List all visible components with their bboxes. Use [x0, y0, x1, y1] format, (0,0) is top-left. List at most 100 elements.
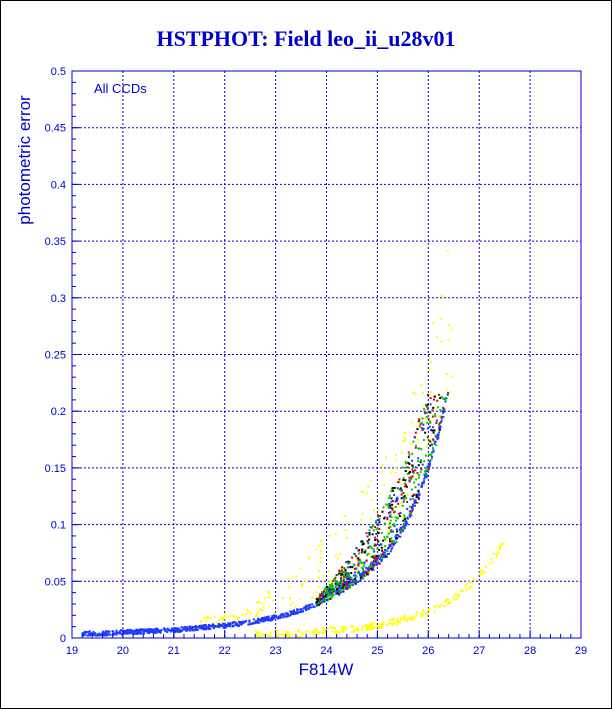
- data-point-blue: [424, 475, 427, 478]
- data-point-spread: [407, 451, 410, 454]
- data-point-spread: [347, 574, 350, 577]
- y-tick-label: 0.45: [45, 123, 66, 135]
- data-point-yellow: [250, 612, 253, 615]
- data-point-yellow: [307, 556, 310, 559]
- data-point-yellow: [407, 469, 410, 472]
- data-point-blue: [82, 634, 85, 637]
- data-point-yellow: [316, 630, 319, 633]
- data-point-blue: [399, 531, 402, 534]
- data-point-spread: [387, 511, 390, 514]
- data-point-spread: [377, 540, 380, 543]
- data-point-blue: [399, 530, 402, 533]
- data-point-blue: [101, 632, 104, 635]
- data-point-spread: [339, 586, 342, 589]
- data-point-yellow: [333, 626, 336, 629]
- data-point-blue: [208, 624, 211, 627]
- data-point-yellow: [500, 543, 503, 546]
- data-point-spread: [434, 415, 437, 418]
- data-point-blue: [438, 431, 441, 434]
- data-point-spread: [398, 488, 401, 491]
- data-point-yellow: [261, 609, 264, 612]
- data-point-blue: [261, 616, 264, 619]
- data-point-yellow: [483, 571, 486, 574]
- data-point-blue: [411, 508, 414, 511]
- data-point-spread: [407, 456, 410, 459]
- data-point-spread: [380, 543, 383, 546]
- data-point-spread: [329, 594, 332, 597]
- data-point-spread: [374, 521, 377, 524]
- data-point-spread: [352, 580, 355, 583]
- data-point-spread: [388, 526, 391, 529]
- data-point-spread: [367, 552, 370, 555]
- data-point-spread: [331, 595, 334, 598]
- data-point-yellow: [248, 618, 251, 621]
- data-point-blue: [404, 524, 407, 527]
- data-point-spread: [391, 487, 394, 490]
- data-point-spread: [427, 394, 430, 397]
- data-point-spread: [327, 597, 330, 600]
- data-point-yellow: [422, 405, 425, 408]
- data-point-spread: [328, 583, 331, 586]
- data-point-blue: [376, 562, 379, 565]
- data-point-blue: [438, 425, 441, 428]
- data-point-blue: [259, 618, 262, 621]
- data-point-blue: [252, 618, 255, 621]
- data-point-yellow: [428, 368, 431, 371]
- data-point-blue: [234, 621, 237, 624]
- data-point-blue: [384, 551, 387, 554]
- data-point-blue: [184, 627, 187, 630]
- data-point-yellow: [300, 584, 303, 587]
- data-point-spread: [400, 530, 403, 533]
- data-point-spread: [397, 512, 400, 515]
- data-point-yellow: [367, 627, 370, 630]
- data-point-spread: [350, 572, 353, 575]
- data-point-spread: [427, 453, 430, 456]
- data-point-yellow: [218, 619, 221, 622]
- data-point-blue: [84, 632, 87, 635]
- data-point-blue: [423, 477, 426, 480]
- y-tick-label: 0.05: [45, 576, 66, 588]
- x-tick-label: 24: [320, 645, 332, 657]
- data-point-blue: [274, 616, 277, 619]
- data-point-blue: [126, 630, 129, 633]
- data-point-spread: [388, 538, 391, 541]
- data-point-yellow: [368, 623, 371, 626]
- data-point-spread: [409, 498, 412, 501]
- data-point-spread: [427, 467, 430, 470]
- data-point-yellow: [297, 629, 300, 632]
- data-point-blue: [345, 582, 348, 585]
- data-point-blue: [97, 633, 100, 636]
- data-point-blue: [310, 606, 313, 609]
- data-point-yellow: [498, 545, 501, 548]
- data-point-yellow: [440, 603, 443, 606]
- y-tick-label: 0.15: [45, 463, 66, 475]
- data-point-spread: [425, 468, 428, 471]
- data-point-spread: [398, 478, 401, 481]
- data-point-spread: [349, 586, 352, 589]
- data-point-blue: [129, 628, 132, 631]
- data-point-spread: [417, 457, 420, 460]
- data-point-blue: [437, 433, 440, 436]
- data-point-yellow: [301, 633, 304, 636]
- data-point-spread: [368, 565, 371, 568]
- data-point-blue: [443, 408, 446, 411]
- data-point-blue: [287, 614, 290, 617]
- data-point-spread: [423, 460, 426, 463]
- data-point-spread: [353, 567, 356, 570]
- data-point-spread: [430, 454, 433, 457]
- data-point-spread: [331, 580, 334, 583]
- data-point-yellow: [262, 605, 265, 608]
- data-point-yellow: [245, 613, 248, 616]
- data-point-spread: [332, 578, 335, 581]
- x-tick-label: 28: [524, 645, 536, 657]
- data-point-yellow: [446, 603, 449, 606]
- data-point-yellow: [400, 502, 403, 505]
- data-point-yellow: [360, 626, 363, 629]
- data-point-spread: [341, 590, 344, 593]
- data-point-spread: [417, 490, 420, 493]
- data-point-spread: [361, 561, 364, 564]
- data-point-yellow: [372, 626, 375, 629]
- data-point-yellow: [288, 634, 291, 637]
- data-point-yellow: [285, 634, 288, 637]
- chart-title: HSTPHOT: Field leo_ii_u28v01: [156, 26, 456, 51]
